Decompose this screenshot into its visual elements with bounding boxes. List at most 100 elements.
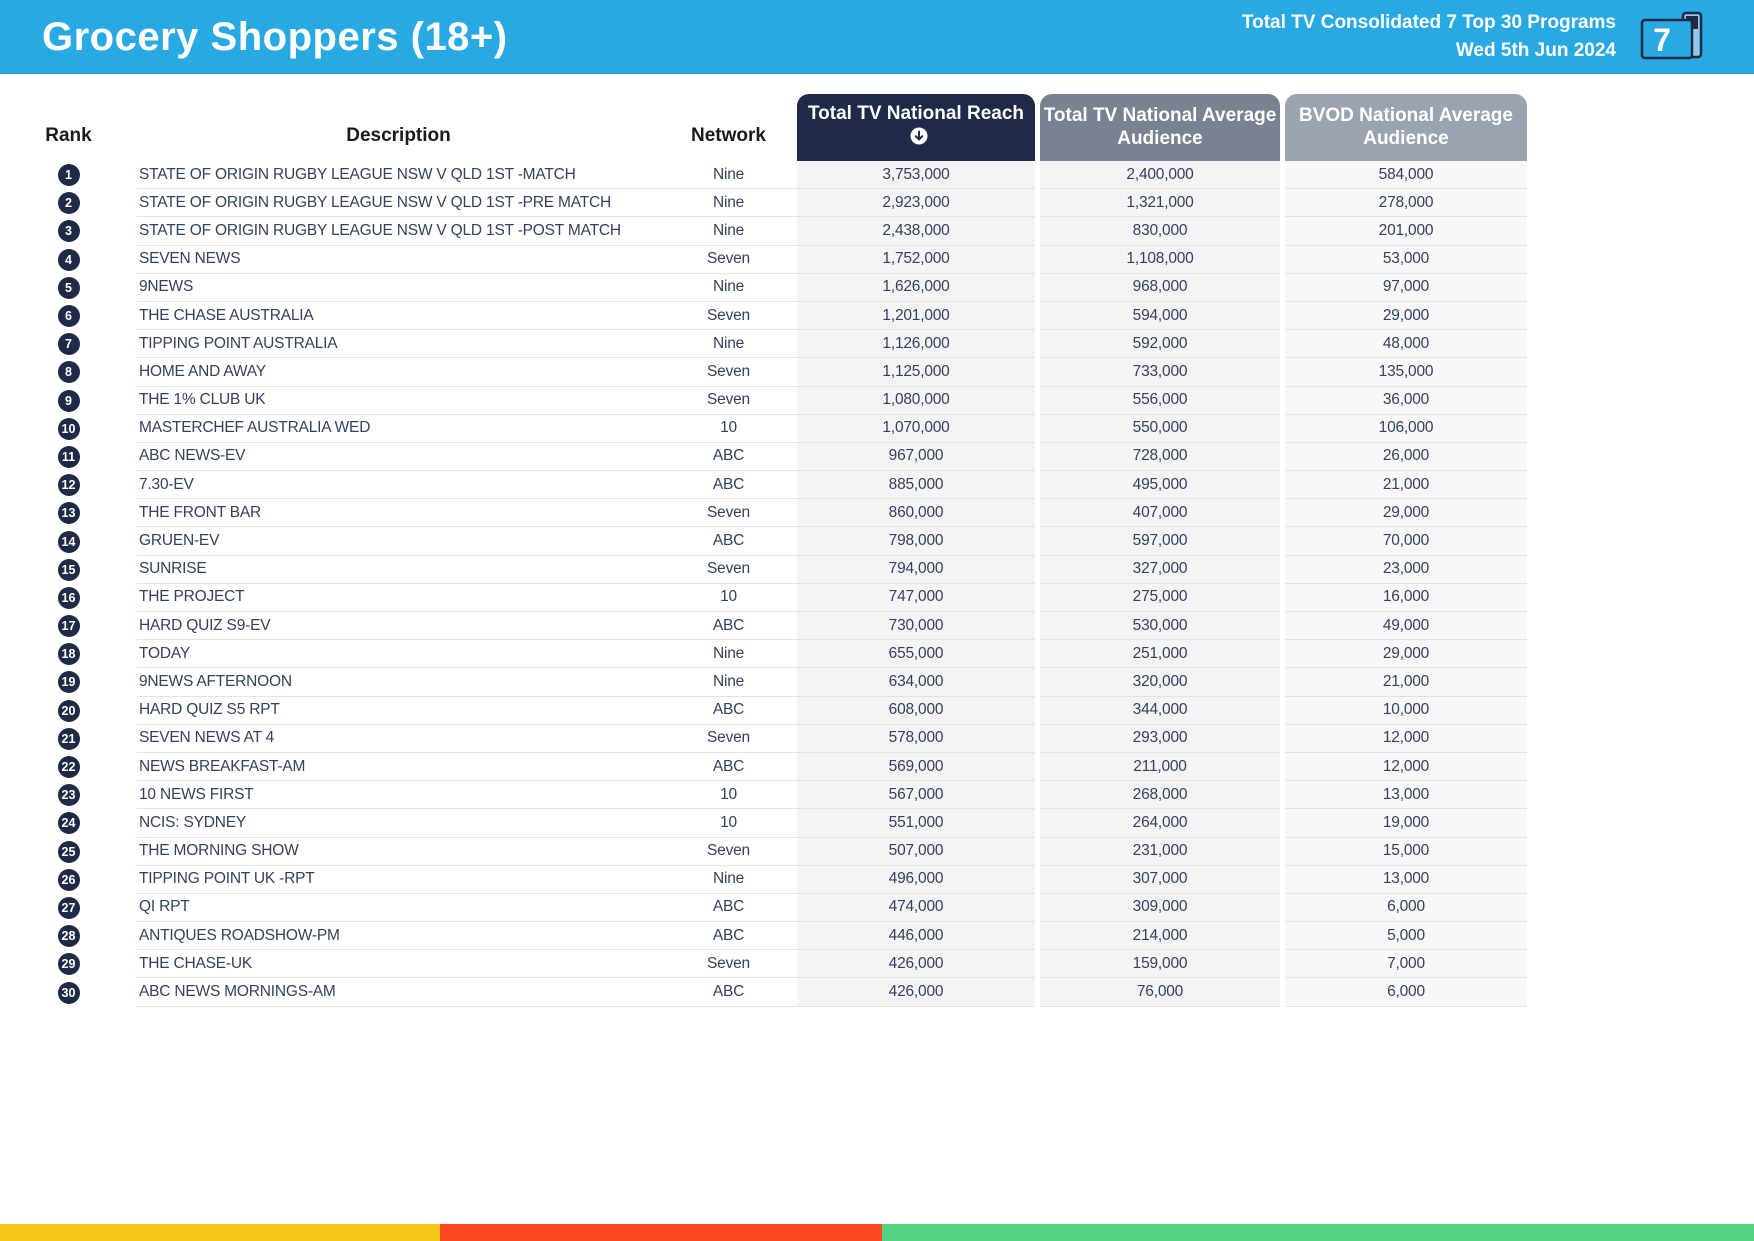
table-row: 26 TIPPING POINT UK -RPT Nine 496,000 307,00… — [0, 865, 1754, 894]
bvod-audience-value: 135,000 — [1285, 358, 1527, 387]
avg-audience-value: 293,000 — [1040, 724, 1280, 753]
program-description: 7.30-EV — [137, 471, 660, 500]
program-description: HOME AND AWAY — [137, 358, 660, 387]
table-row: 3 STATE OF ORIGIN RUGBY LEAGUE NSW V QLD … — [0, 217, 1754, 246]
reach-value: 1,070,000 — [797, 414, 1035, 443]
rank-cell: 15 — [0, 556, 137, 584]
rank-cell: 28 — [0, 922, 137, 950]
network-name: Seven — [660, 387, 797, 415]
reach-value: 474,000 — [797, 893, 1035, 923]
bvod-audience-value: 13,000 — [1285, 781, 1527, 810]
bvod-audience-value: 6,000 — [1285, 978, 1527, 1007]
rank-badge: 13 — [57, 502, 80, 525]
bvod-audience-value: 48,000 — [1285, 330, 1527, 359]
rank-badge: 28 — [57, 925, 80, 948]
network-name: 10 — [660, 584, 797, 612]
footer-color-bar — [0, 1224, 1754, 1241]
rank-badge: 9 — [57, 389, 80, 412]
table-row: 25 THE MORNING SHOW Seven 507,000 231,000 15,… — [0, 837, 1754, 866]
rank-cell: 25 — [0, 838, 137, 866]
program-description: ABC NEWS MORNINGS-AM — [137, 978, 660, 1007]
avg-audience-value: 733,000 — [1040, 358, 1280, 387]
rank-badge: 19 — [57, 671, 80, 694]
bvod-audience-value: 21,000 — [1285, 668, 1527, 697]
avg-audience-value: 214,000 — [1040, 922, 1280, 951]
program-description: ANTIQUES ROADSHOW-PM — [137, 922, 660, 951]
reach-value: 1,125,000 — [797, 358, 1035, 387]
network-name: ABC — [660, 753, 797, 782]
rank-cell: 2 — [0, 189, 137, 217]
reach-value: 496,000 — [797, 865, 1035, 894]
network-name: Seven — [660, 950, 797, 979]
reach-value: 747,000 — [797, 583, 1035, 612]
top30-programs-table: Rank Description Network Total TV Nation… — [0, 74, 1754, 1007]
rank-cell: 14 — [0, 527, 137, 555]
bvod-audience-value: 21,000 — [1285, 471, 1527, 500]
rank-cell: 5 — [0, 274, 137, 302]
bvod-audience-value: 201,000 — [1285, 217, 1527, 246]
bvod-audience-value: 29,000 — [1285, 301, 1527, 331]
bvod-audience-value: 5,000 — [1285, 922, 1527, 951]
network-name: Nine — [660, 217, 797, 246]
network-name: Seven — [660, 838, 797, 866]
program-description: 9NEWS — [137, 274, 660, 302]
program-description: THE CHASE-UK — [137, 950, 660, 979]
rank-badge: 14 — [57, 530, 80, 553]
avg-audience-value: 407,000 — [1040, 499, 1280, 528]
rank-cell: 13 — [0, 499, 137, 527]
bvod-audience-value: 36,000 — [1285, 386, 1527, 415]
report-date: Wed 5th Jun 2024 — [1455, 40, 1616, 61]
network-name: Nine — [660, 161, 797, 190]
program-description: STATE OF ORIGIN RUGBY LEAGUE NSW V QLD 1… — [137, 189, 660, 218]
reach-value: 567,000 — [797, 781, 1035, 810]
network-name: 10 — [660, 809, 797, 838]
reach-value: 655,000 — [797, 640, 1035, 669]
rank-badge: 12 — [57, 474, 80, 497]
rank-badge: 27 — [57, 896, 80, 919]
column-header-total-tv-reach[interactable]: Total TV National Reach — [797, 94, 1035, 161]
table-row: 14 GRUEN-EV ABC 798,000 597,000 70,000 — [0, 527, 1754, 556]
reach-value: 1,201,000 — [797, 301, 1035, 331]
reach-value: 1,126,000 — [797, 330, 1035, 359]
avg-audience-value: 968,000 — [1040, 273, 1280, 302]
avg-audience-value: 556,000 — [1040, 386, 1280, 415]
bvod-audience-value: 6,000 — [1285, 893, 1527, 923]
rank-badge: 18 — [57, 643, 80, 666]
network-name: 10 — [660, 415, 797, 443]
rank-badge: 8 — [57, 361, 80, 384]
rank-badge: 5 — [57, 276, 80, 299]
table-body: 1 STATE OF ORIGIN RUGBY LEAGUE NSW V QLD … — [0, 161, 1754, 1007]
avg-audience-value: 1,321,000 — [1040, 189, 1280, 218]
network-name: ABC — [660, 471, 797, 500]
bvod-audience-value: 97,000 — [1285, 273, 1527, 302]
network-name: ABC — [660, 978, 797, 1007]
table-header-row: Rank Description Network Total TV Nation… — [0, 94, 1754, 161]
table-row: 22 NEWS BREAKFAST-AM ABC 569,000 211,000 12,0… — [0, 752, 1754, 782]
table-row: 16 THE PROJECT 10 747,000 275,000 16,000 — [0, 583, 1754, 612]
column-header-total-tv-avg-audience[interactable]: Total TV National Average Audience — [1040, 94, 1280, 161]
rank-badge: 17 — [57, 615, 80, 638]
network-name: Nine — [660, 274, 797, 302]
reach-value: 885,000 — [797, 471, 1035, 500]
rank-cell: 23 — [0, 781, 137, 809]
rank-cell: 24 — [0, 809, 137, 837]
rank-cell: 12 — [0, 471, 137, 499]
bvod-audience-value: 12,000 — [1285, 752, 1527, 782]
rank-badge: 22 — [57, 756, 80, 779]
column-header-bvod-avg-audience[interactable]: BVOD National Average Audience — [1285, 94, 1527, 161]
rank-badge: 21 — [57, 727, 80, 750]
rank-cell: 4 — [0, 246, 137, 274]
avg-audience-value: 264,000 — [1040, 809, 1280, 838]
rank-badge: 25 — [57, 840, 80, 863]
rank-badge: 30 — [57, 981, 80, 1004]
rank-cell: 21 — [0, 725, 137, 753]
program-description: THE CHASE AUSTRALIA — [137, 302, 660, 331]
sort-descending-icon — [910, 127, 928, 152]
red-segment — [440, 1224, 883, 1241]
table-row: 10 MASTERCHEF AUSTRALIA WED 10 1,070,000 550… — [0, 414, 1754, 443]
table-row: 28 ANTIQUES ROADSHOW-PM ABC 446,000 214,000 5… — [0, 922, 1754, 951]
report-subtitle-line1: Total TV Consolidated 7 Top 30 Programs — [1241, 12, 1616, 34]
rank-cell: 11 — [0, 443, 137, 471]
bvod-audience-value: 26,000 — [1285, 442, 1527, 472]
bvod-audience-value: 19,000 — [1285, 809, 1527, 838]
